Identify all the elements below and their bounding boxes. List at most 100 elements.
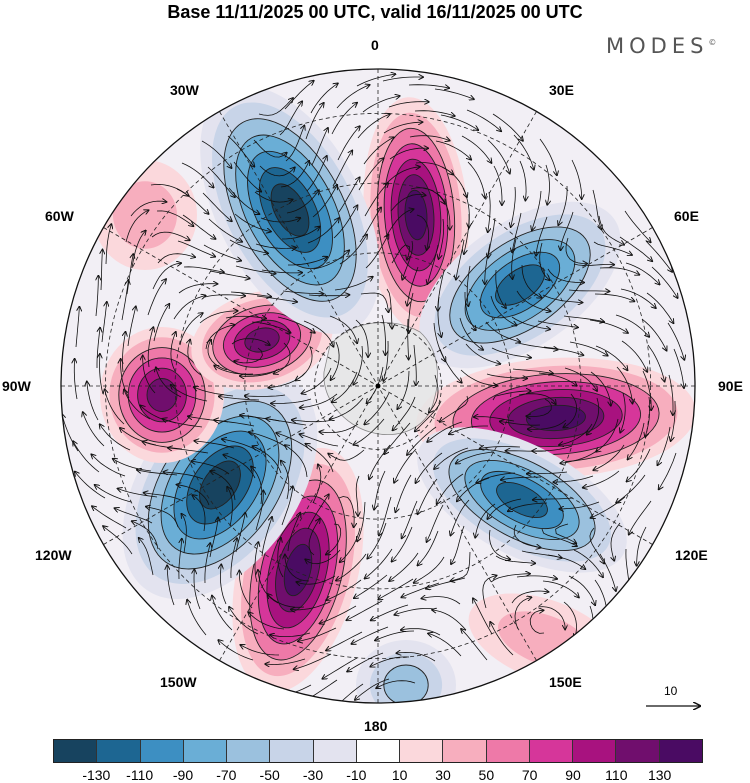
wind-streamline bbox=[218, 640, 254, 661]
lon-label-90e: 90E bbox=[718, 378, 743, 394]
lon-label-0: 0 bbox=[371, 37, 379, 53]
wind-streamline bbox=[332, 371, 358, 402]
wind-streamline bbox=[254, 542, 258, 583]
lon-label-150w: 150W bbox=[160, 674, 197, 690]
anomaly-contour bbox=[496, 481, 548, 519]
wind-streamline bbox=[547, 268, 584, 283]
wind-streamline bbox=[563, 393, 577, 428]
wind-streamline bbox=[271, 398, 312, 404]
anomaly-center bbox=[93, 160, 197, 270]
wind-streamline bbox=[296, 575, 336, 584]
wind-streamline bbox=[163, 472, 204, 480]
wind-streamline bbox=[261, 517, 272, 557]
wind-streamline bbox=[491, 347, 531, 358]
wind-streamline bbox=[651, 266, 678, 298]
wind-streamline bbox=[326, 579, 362, 600]
wind-streamline bbox=[370, 656, 410, 667]
wind-streamline bbox=[367, 522, 387, 559]
wind-streamline bbox=[333, 205, 358, 239]
wind-streamline bbox=[252, 446, 282, 474]
wind-streamline bbox=[474, 417, 515, 422]
wind-streamline bbox=[416, 214, 429, 250]
wind-streamline bbox=[146, 507, 179, 528]
wind-streamline bbox=[91, 454, 126, 477]
wind-streamline bbox=[338, 177, 360, 213]
wind-streamline bbox=[151, 231, 190, 240]
wind-streamline bbox=[637, 526, 647, 566]
wind-streamline bbox=[362, 96, 400, 113]
wind-streamline bbox=[459, 317, 483, 350]
wind-streamline bbox=[332, 150, 352, 187]
wind-streamline bbox=[415, 400, 442, 432]
wind-streamline bbox=[227, 135, 254, 167]
wind-streamline bbox=[182, 214, 216, 239]
wind-streamline bbox=[331, 683, 364, 703]
wind-streamline bbox=[390, 195, 426, 212]
wind-streamline bbox=[191, 461, 230, 475]
anomaly-center bbox=[419, 201, 621, 369]
wind-streamline bbox=[476, 472, 516, 483]
anomaly-contour bbox=[495, 264, 545, 306]
wind-streamline bbox=[376, 680, 416, 689]
lon-label-30w: 30W bbox=[170, 82, 199, 98]
wind-streamline bbox=[75, 472, 106, 499]
wind-streamline bbox=[391, 244, 409, 264]
wind-streamline bbox=[300, 393, 338, 408]
wind-streamline bbox=[589, 319, 628, 333]
wind-streamline bbox=[181, 514, 187, 554]
colorbar-swatch-7 bbox=[356, 740, 401, 762]
wind-streamline bbox=[384, 167, 420, 186]
wind-streamline bbox=[192, 495, 206, 532]
wind-streamline bbox=[381, 314, 386, 355]
wind-streamline bbox=[83, 412, 105, 447]
wind-streamline bbox=[214, 366, 254, 375]
wind-streamline bbox=[559, 501, 600, 509]
wind-streamline bbox=[124, 389, 151, 420]
wind-streamline bbox=[337, 126, 360, 161]
wind-streamline bbox=[288, 257, 327, 266]
wind-streamline bbox=[230, 291, 271, 297]
wind-streamline bbox=[178, 284, 218, 294]
wind-streamline bbox=[356, 74, 396, 87]
wind-streamline bbox=[331, 341, 340, 380]
wind-streamline bbox=[408, 318, 409, 360]
wind-streamline bbox=[440, 395, 469, 422]
colorbar-swatch-12 bbox=[573, 740, 617, 762]
wind-streamline bbox=[573, 264, 614, 266]
wind-streamline bbox=[156, 210, 194, 226]
anomaly-contour bbox=[270, 183, 310, 237]
wind-streamline bbox=[490, 622, 514, 656]
wind-streamline bbox=[546, 164, 550, 205]
wind-streamline bbox=[75, 307, 79, 348]
wind-streamline bbox=[329, 315, 357, 343]
wind-streamline bbox=[125, 210, 149, 243]
wind-streamline bbox=[312, 185, 337, 218]
lon-label-90w: 90W bbox=[2, 378, 31, 394]
wind-streamline bbox=[209, 517, 218, 558]
colorbar-swatch-4 bbox=[227, 740, 271, 762]
wind-streamline bbox=[543, 346, 584, 355]
wind-streamline bbox=[100, 424, 131, 451]
wind-streamline bbox=[308, 295, 350, 296]
colorbar-tick-label: 110 bbox=[605, 767, 628, 783]
colorbar-tick-label: -90 bbox=[172, 767, 194, 783]
wind-streamline bbox=[428, 633, 462, 657]
wind-streamline bbox=[436, 192, 450, 230]
wind-streamline bbox=[176, 188, 209, 214]
wind-streamline bbox=[409, 292, 414, 333]
wind-streamline bbox=[415, 452, 443, 483]
wind-streamline bbox=[307, 494, 329, 530]
wind-streamline bbox=[364, 392, 390, 425]
wind-streamline bbox=[625, 262, 660, 285]
wind-streamline bbox=[256, 295, 297, 302]
wind-streamline bbox=[356, 475, 359, 516]
wind-streamline bbox=[209, 270, 250, 279]
colorbar-tick-label: 130 bbox=[647, 767, 672, 783]
wind-streamline bbox=[219, 396, 260, 401]
wind-streamline bbox=[105, 224, 111, 265]
wind-streamline bbox=[143, 356, 156, 394]
lon-label-60w: 60W bbox=[45, 208, 74, 224]
wind-streamline bbox=[513, 134, 534, 170]
wind-streamline bbox=[587, 397, 600, 435]
wind-streamline bbox=[268, 372, 306, 388]
